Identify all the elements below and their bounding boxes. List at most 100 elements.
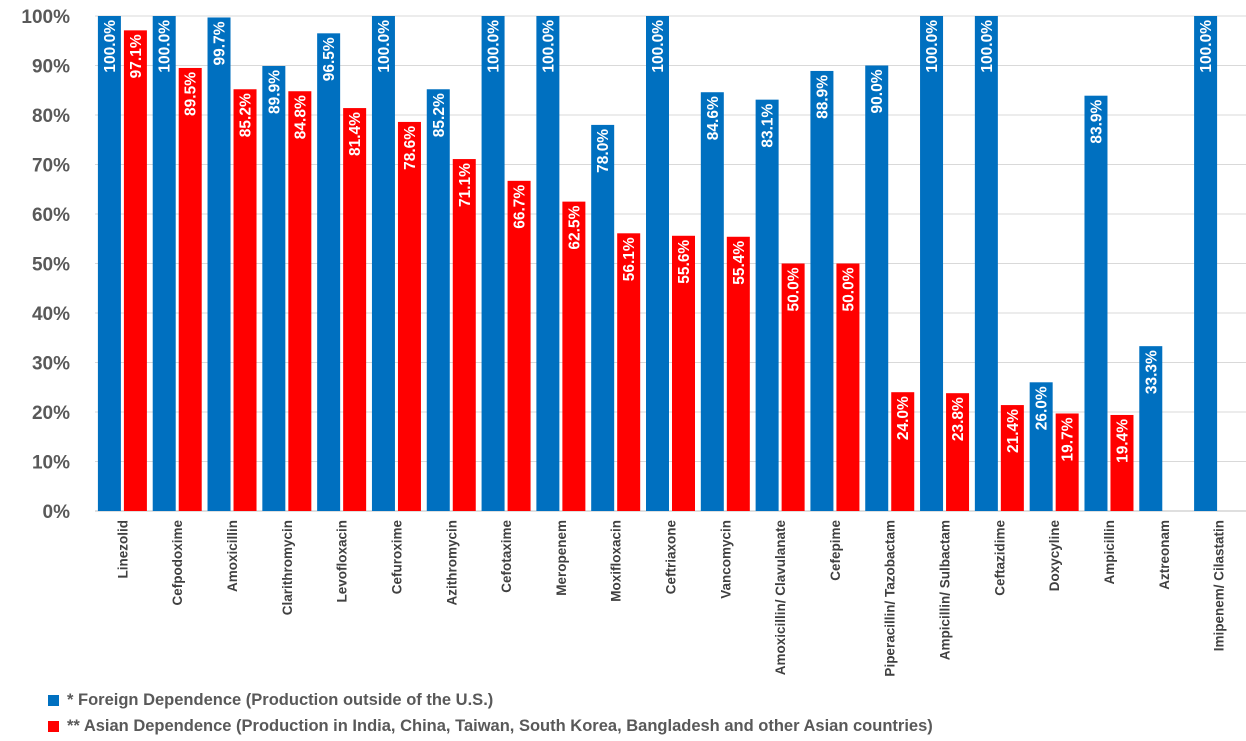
data-label-asian: 50.0%: [840, 267, 857, 311]
bar-asian: [617, 233, 641, 511]
bar-asian: [452, 159, 476, 511]
data-label-foreign: 100.0%: [157, 20, 174, 73]
x-category-label: Meropenem: [554, 520, 569, 596]
data-label-asian: 62.5%: [566, 205, 583, 249]
x-category-label: Cefotaxime: [499, 520, 514, 593]
bar-foreign: [262, 65, 286, 512]
data-labels: 100.0% 97.1% 100.0% 89.5% 99.7% 85.2% 89.9% 84.…: [102, 20, 1215, 463]
data-label-asian: 97.1%: [128, 34, 145, 78]
x-category-label: Doxycyline: [1047, 520, 1062, 592]
data-label-foreign: 100.0%: [102, 20, 119, 73]
x-category-label: Cefpodoxime: [170, 520, 185, 606]
bar-foreign: [1194, 16, 1218, 511]
bar-asian: [1110, 414, 1134, 511]
y-tick-label: 100%: [21, 7, 70, 28]
data-label-foreign: 100.0%: [979, 20, 996, 73]
bar-foreign: [481, 16, 505, 511]
x-category-label: Clarithromycin: [280, 520, 295, 615]
data-label-asian: 56.1%: [621, 237, 638, 281]
data-label-asian: 21.4%: [1005, 409, 1022, 453]
data-label-asian: 23.8%: [950, 397, 967, 441]
bar-asian: [562, 201, 586, 511]
data-label-foreign: 100.0%: [924, 20, 941, 73]
bar-asian: [672, 235, 695, 511]
data-label-foreign: 99.7%: [212, 21, 229, 65]
legend: * Foreign Dependence (Production outside…: [48, 687, 933, 739]
data-label-asian: 78.6%: [402, 126, 419, 170]
x-category-label: Moxifloxacin: [609, 520, 624, 602]
x-category-label: Cefuroxime: [389, 520, 404, 595]
x-category-label: Vancomycin: [718, 520, 733, 599]
legend-item-foreign: * Foreign Dependence (Production outside…: [48, 687, 933, 713]
data-label-asian: 71.1%: [457, 163, 474, 207]
bar-asian: [233, 89, 257, 511]
x-category-label: Piperacillin/ Tazobactam: [883, 520, 898, 677]
bar-foreign: [97, 16, 121, 511]
bar-foreign: [426, 89, 450, 511]
x-category-label: Aztreonam: [1157, 520, 1172, 590]
data-label-foreign: 85.2%: [431, 93, 448, 137]
bar-asian: [781, 263, 805, 511]
bar-foreign: [207, 17, 231, 512]
bar-foreign: [920, 16, 944, 511]
bar-asian: [1055, 413, 1079, 511]
bar-asian: [507, 180, 531, 511]
legend-swatch-asian: [48, 720, 59, 732]
data-label-foreign: 26.0%: [1034, 386, 1051, 430]
data-label-asian: 19.4%: [1114, 419, 1131, 463]
data-label-foreign: 84.6%: [705, 96, 722, 140]
x-category-label: Ampicillin/ Sulbactam: [938, 520, 953, 660]
bar-foreign: [1084, 95, 1108, 511]
y-axis-tick-labels: 0% 10% 20% 30% 40% 50% 60% 70% 80% 90% 100%: [21, 7, 70, 523]
gridlines: [95, 15, 1246, 512]
bar-foreign: [646, 16, 669, 511]
bars: [97, 16, 1218, 512]
data-label-foreign: 100.0%: [1198, 20, 1215, 73]
y-tick-label: 50%: [32, 255, 70, 276]
x-category-label: Linezolid: [115, 520, 130, 579]
data-label-asian: 85.2%: [238, 93, 255, 137]
y-tick-label: 90%: [32, 57, 70, 78]
data-label-foreign: 100.0%: [376, 20, 393, 73]
bar-asian: [288, 91, 312, 512]
data-label-foreign: 89.9%: [266, 70, 283, 114]
bar-foreign: [810, 70, 834, 511]
x-category-label: Imipenem/ Cilastatin: [1212, 520, 1227, 651]
bar-foreign: [1029, 382, 1053, 511]
bar-asian: [1000, 405, 1024, 511]
legend-label-foreign: * Foreign Dependence (Production outside…: [67, 690, 494, 709]
y-tick-label: 0%: [43, 502, 71, 523]
bar-asian: [891, 392, 915, 511]
data-label-asian: 84.8%: [292, 95, 309, 139]
bar-asian: [123, 30, 147, 511]
bar-foreign: [371, 16, 395, 511]
data-label-foreign: 100.0%: [540, 20, 557, 73]
bar-foreign: [974, 16, 998, 511]
bar-asian: [946, 393, 970, 511]
bar-asian: [343, 108, 367, 511]
data-label-foreign: 33.3%: [1143, 350, 1160, 394]
legend-swatch-foreign: [48, 694, 59, 706]
data-label-asian: 55.4%: [731, 241, 748, 285]
x-axis-category-labels: Linezolid Cefpodoxime Amoxicillin Clarithro…: [115, 520, 1226, 677]
y-tick-label: 20%: [32, 403, 70, 424]
bar-asian: [397, 121, 421, 512]
y-tick-label: 30%: [32, 354, 70, 375]
bar-asian: [178, 67, 202, 511]
bar-foreign: [700, 92, 724, 511]
x-category-label: Ampicillin: [1102, 520, 1117, 585]
data-label-foreign: 100.0%: [486, 20, 503, 73]
bar-foreign: [865, 65, 889, 511]
x-category-label: Levofloxacin: [335, 520, 350, 603]
data-label-foreign: 83.1%: [760, 103, 777, 147]
bar-foreign: [591, 124, 615, 512]
data-label-asian: 81.4%: [347, 112, 364, 156]
bar-asian: [836, 263, 860, 511]
legend-item-asian: ** Asian Dependence (Production in India…: [48, 713, 933, 739]
y-tick-label: 60%: [32, 205, 70, 226]
legend-label-asian: ** Asian Dependence (Production in India…: [67, 716, 933, 735]
data-label-foreign: 88.9%: [814, 75, 831, 119]
bar-foreign: [755, 99, 779, 511]
data-label-foreign: 78.0%: [595, 129, 612, 173]
